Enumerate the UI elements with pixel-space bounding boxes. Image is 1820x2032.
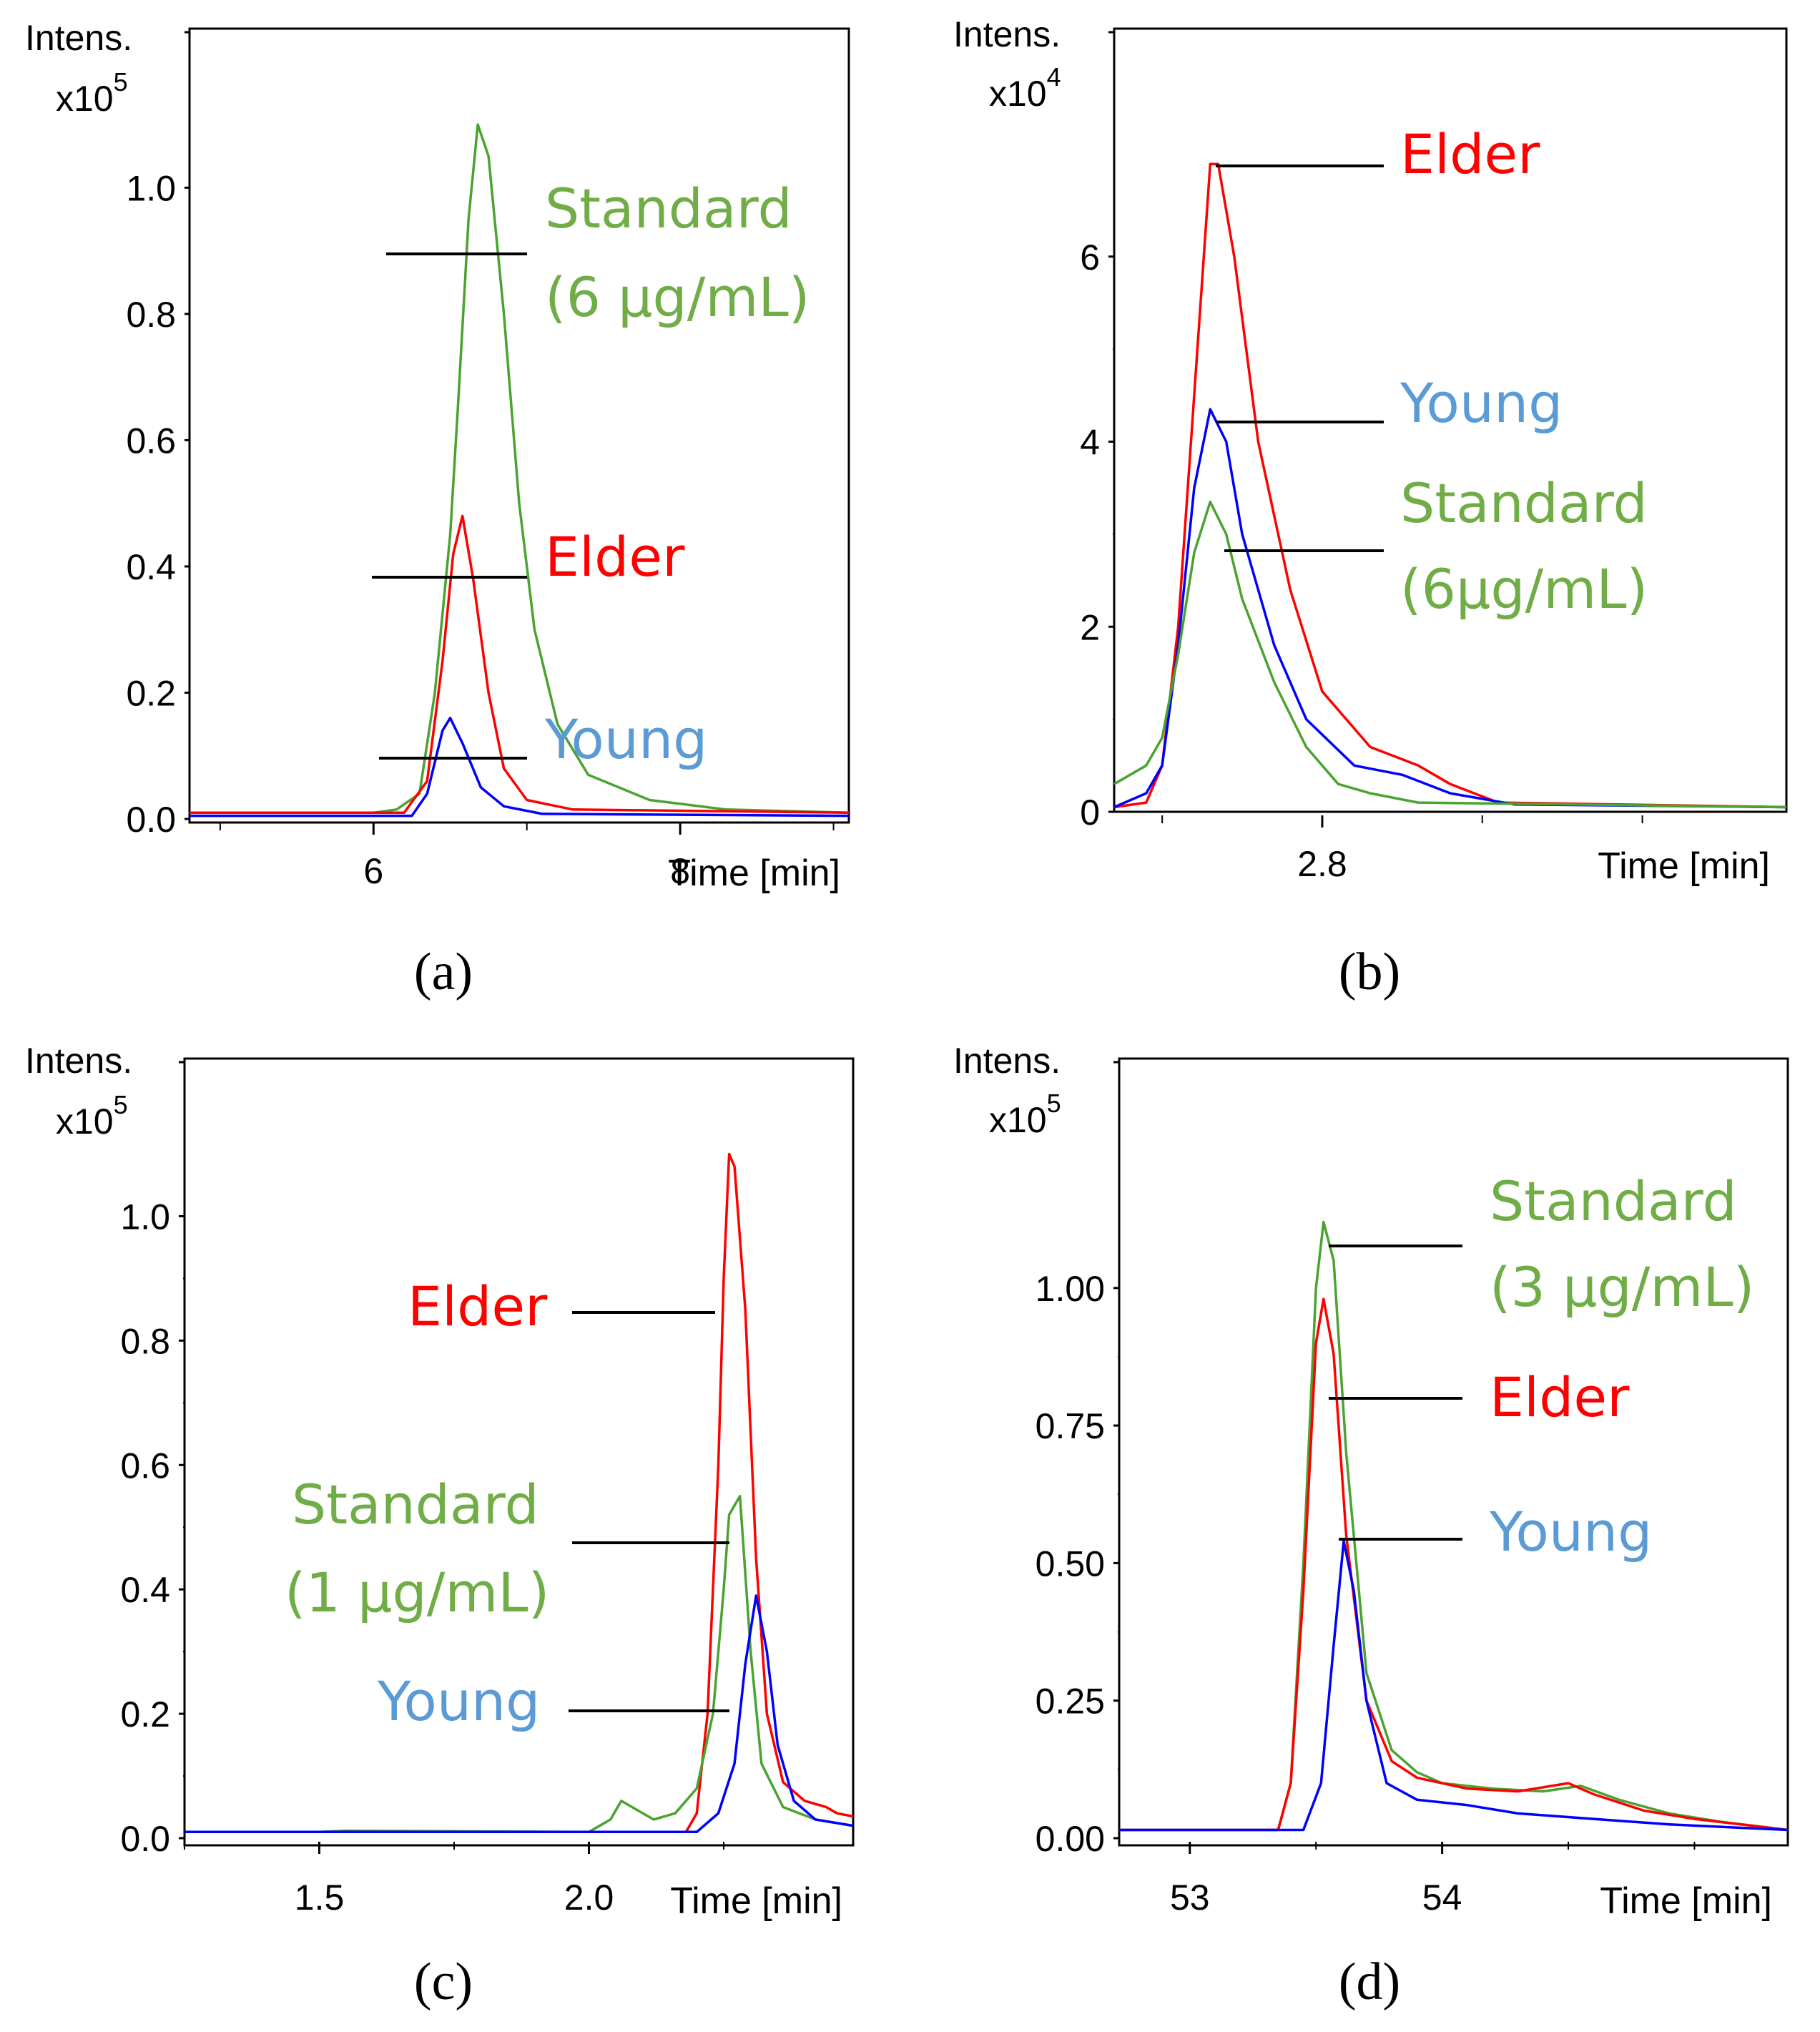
label-young: Young xyxy=(1400,371,1563,435)
y-ticks: 0.00 0.25 0.50 0.75 1.00 xyxy=(1036,1061,1119,1859)
plot-frame xyxy=(1118,1057,1789,1847)
label-young: Young xyxy=(377,1669,540,1733)
leader-lines xyxy=(1329,1245,1462,1541)
y-ticks: 0.0 0.2 0.4 0.6 0.8 1.0 xyxy=(120,1061,185,1859)
x-tick-label: 8 xyxy=(670,851,690,891)
y-tick-label: 0.6 xyxy=(120,1446,170,1486)
series-elder xyxy=(1119,1297,1789,1832)
series-standard xyxy=(1113,500,1787,809)
y-tick-label: 0.8 xyxy=(126,295,176,335)
series-group xyxy=(190,123,850,818)
x-tick-label: 53 xyxy=(1170,1878,1210,1918)
leader-lines xyxy=(372,252,527,760)
x-tick-label: 1.5 xyxy=(295,1878,345,1918)
xlabel: Time [min] xyxy=(1600,1880,1772,1922)
series-young xyxy=(185,1594,854,1834)
label-young: Young xyxy=(1489,1500,1652,1564)
xlabel: Time [min] xyxy=(670,1880,842,1922)
series-standard xyxy=(1119,1220,1789,1832)
ylabel-scale: x105 xyxy=(56,1090,128,1142)
y-tick-label: 0.4 xyxy=(126,547,176,587)
plot-frame xyxy=(188,27,850,824)
xlabel: Time [min] xyxy=(1598,845,1770,887)
ylabel-scale: x105 xyxy=(989,1089,1061,1140)
y-tick-label: 0.25 xyxy=(1036,1682,1105,1722)
y-tick-label: 0.0 xyxy=(126,800,176,840)
y-tick-label: 2 xyxy=(1080,607,1100,647)
y-tick-label: 0.6 xyxy=(126,421,176,461)
y-tick-label: 0.75 xyxy=(1036,1406,1105,1446)
series-group xyxy=(1119,1220,1789,1832)
panel-d: Intens. x105 0.00 0.25 0.50 0.75 1.00 53 54 T… xyxy=(953,1041,1789,2011)
x-tick-label: 54 xyxy=(1422,1878,1462,1918)
panel-c: Intens. x105 0.0 0.2 0.4 0.6 0.8 1.0 1.5 2.0 T… xyxy=(25,1041,855,2011)
y-tick-label: 0.4 xyxy=(120,1570,170,1610)
y-tick-label: 1.00 xyxy=(1036,1269,1105,1309)
x-tick-label: 6 xyxy=(363,851,383,891)
ylabel-intens: Intens. xyxy=(953,1041,1061,1081)
y-ticks: 0 2 4 6 xyxy=(1080,31,1114,833)
ylabel-intens: Intens. xyxy=(25,18,132,58)
ylabel-scale: x105 xyxy=(56,67,128,119)
leader-lines xyxy=(1216,165,1384,552)
plot-frame xyxy=(1113,27,1788,813)
xlabel: Time [min] xyxy=(668,853,840,894)
label-elder: Elder xyxy=(1490,1365,1630,1429)
label-standard-conc: (6µg/mL) xyxy=(1400,557,1648,621)
label-standard-conc: (3 µg/mL) xyxy=(1490,1255,1754,1319)
label-elder: Elder xyxy=(545,525,685,589)
y-tick-label: 0.50 xyxy=(1036,1543,1105,1584)
y-tick-label: 0.00 xyxy=(1036,1819,1105,1859)
y-tick-label: 1.0 xyxy=(126,168,176,208)
x-ticks: 53 54 xyxy=(1170,1842,1696,1918)
caption: (a) xyxy=(414,943,473,1001)
y-tick-label: 0.0 xyxy=(120,1819,170,1859)
leader-lines xyxy=(569,1311,729,1712)
x-tick-label: 2.0 xyxy=(564,1878,614,1918)
label-standard: Standard xyxy=(545,177,792,240)
label-standard-conc: (1 µg/mL) xyxy=(285,1561,549,1624)
y-tick-label: 1.0 xyxy=(120,1197,170,1237)
label-elder: Elder xyxy=(1400,122,1540,186)
series-group xyxy=(185,1152,854,1834)
x-ticks: 2.8 xyxy=(1161,815,1643,884)
series-group xyxy=(1113,162,1787,809)
ylabel-scale: x104 xyxy=(989,62,1061,114)
ylabel-intens: Intens. xyxy=(953,14,1061,54)
label-elder: Elder xyxy=(408,1275,548,1338)
y-ticks: 0.0 0.2 0.4 0.6 0.8 1.0 xyxy=(126,31,190,840)
y-tick-label: 0.2 xyxy=(126,673,176,713)
y-tick-label: 0.8 xyxy=(120,1321,170,1361)
y-tick-label: 4 xyxy=(1080,423,1100,463)
series-elder xyxy=(190,514,850,814)
caption: (b) xyxy=(1339,943,1400,1001)
series-young xyxy=(190,717,850,818)
y-tick-label: 0.2 xyxy=(120,1694,170,1734)
ylabel-intens: Intens. xyxy=(25,1041,132,1081)
caption: (c) xyxy=(414,1953,473,2011)
series-young xyxy=(1113,408,1787,809)
x-tick-label: 2.8 xyxy=(1297,844,1347,884)
label-standard: Standard xyxy=(1400,471,1648,535)
series-standard xyxy=(185,1494,854,1834)
label-standard-conc: (6 µg/mL) xyxy=(545,265,810,329)
label-standard: Standard xyxy=(292,1473,539,1536)
label-standard: Standard xyxy=(1490,1169,1737,1233)
y-tick-label: 0 xyxy=(1080,792,1100,833)
panel-b: Intens. x104 0 2 4 6 2.8 Time [min] Elder Y… xyxy=(953,14,1788,1001)
x-ticks: 1.5 2.0 xyxy=(184,1842,725,1918)
y-tick-label: 6 xyxy=(1080,237,1100,278)
caption: (d) xyxy=(1339,1953,1400,2011)
label-young: Young xyxy=(544,707,707,771)
series-young xyxy=(1119,1539,1789,1832)
plot-frame xyxy=(183,1057,855,1847)
